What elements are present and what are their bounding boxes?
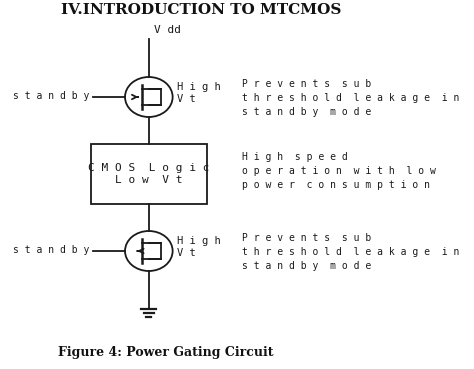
Text: C M O S  L o g i c
L o w  V t: C M O S L o g i c L o w V t <box>88 163 210 185</box>
Text: H i g h  s p e e d
o p e r a t i o n  w i t h  l o w
p o w e r  c o n s u m p t : H i g h s p e e d o p e r a t i o n w i … <box>242 152 436 190</box>
Text: Figure 4: Power Gating Circuit: Figure 4: Power Gating Circuit <box>58 346 273 359</box>
Text: P r e v e n t s  s u b
t h r e s h o l d  l e a k a g e  i n
s t a n d b y  m o : P r e v e n t s s u b t h r e s h o l d … <box>242 79 460 117</box>
Text: V dd: V dd <box>154 25 181 35</box>
Text: P r e v e n t s  s u b
t h r e s h o l d  l e a k a g e  i n
s t a n d b y  m o : P r e v e n t s s u b t h r e s h o l d … <box>242 233 460 271</box>
Text: s t a n d b y: s t a n d b y <box>13 91 89 101</box>
Text: H i g h
V t: H i g h V t <box>177 236 220 258</box>
Text: s t a n d b y: s t a n d b y <box>13 245 89 255</box>
Text: IV.INTRODUCTION TO MTCMOS: IV.INTRODUCTION TO MTCMOS <box>61 3 342 17</box>
Text: H i g h
V t: H i g h V t <box>177 82 220 104</box>
Bar <box>91 144 207 204</box>
